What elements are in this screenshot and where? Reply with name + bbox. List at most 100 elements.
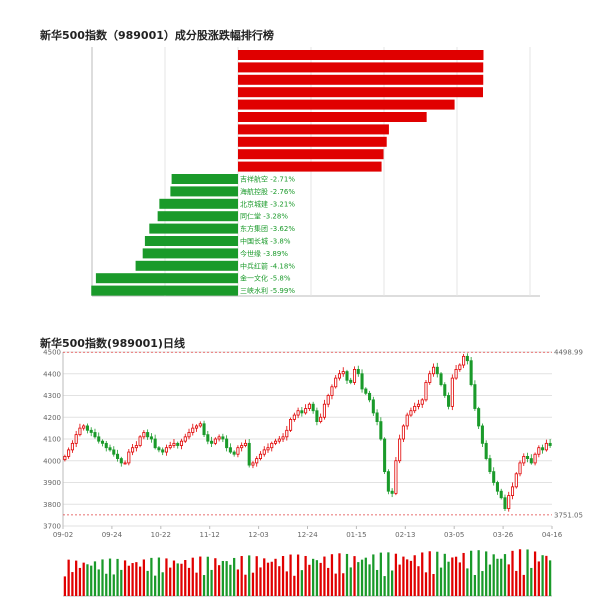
y-tick-label: 4100: [43, 436, 61, 444]
volume-bar: [270, 561, 273, 596]
candle-body: [488, 458, 492, 473]
candle-body: [176, 442, 180, 446]
volume-bar: [360, 559, 364, 596]
volume-bar: [436, 551, 439, 596]
candle-body: [319, 416, 323, 422]
candle-body: [138, 436, 142, 446]
y-tick-label: 4200: [43, 414, 61, 422]
volume-bar: [71, 572, 74, 596]
bar-label: 航天发展 5.86%: [327, 162, 380, 171]
volume-bar: [105, 573, 108, 596]
candle-body: [104, 442, 108, 449]
volume-bar: [447, 561, 450, 596]
candle-body: [206, 434, 210, 442]
candle-body: [401, 425, 405, 440]
volume-bar: [485, 551, 488, 596]
y-tick-label: 3900: [43, 479, 61, 487]
candle-body: [368, 392, 372, 401]
candle-body: [473, 384, 477, 409]
candle-body: [420, 399, 424, 405]
candle-body: [533, 453, 537, 464]
candle-body: [352, 368, 357, 383]
bar: [238, 112, 427, 122]
volume-bar: [548, 560, 552, 596]
volume-bar: [421, 552, 424, 596]
bar: [95, 273, 239, 284]
volume-bar: [150, 557, 153, 596]
volume-bar: [398, 564, 401, 596]
volume-bar: [135, 562, 138, 596]
volume-bar: [289, 554, 292, 596]
x-tick-label: 03-26: [493, 531, 514, 539]
bar-label: 沙钢股份 10%: [435, 88, 481, 97]
volume-bar: [63, 576, 67, 596]
bar-label: 鑫科材料 10.01%: [424, 75, 481, 84]
candle-body: [195, 425, 199, 429]
volume-bar: [477, 550, 480, 596]
candle-body: [243, 442, 247, 446]
volume-bar: [496, 558, 499, 596]
candle-body: [413, 405, 417, 412]
bar: [238, 62, 484, 73]
bar-label: 特变电工 7.7%: [377, 113, 425, 122]
volume-bar: [375, 569, 379, 596]
bar: [135, 260, 238, 271]
volume-bar: [210, 569, 213, 596]
candle-body: [435, 366, 439, 375]
candle-body: [240, 445, 244, 449]
candle-body: [289, 419, 293, 431]
volume-bar: [176, 563, 179, 596]
candle-body: [371, 399, 375, 414]
candle-body: [142, 432, 146, 438]
candle-body: [409, 410, 413, 416]
volume-bar: [312, 558, 315, 596]
y-tick-label: 4300: [43, 392, 61, 400]
bar: [91, 285, 239, 296]
volume-bar: [123, 560, 127, 596]
candle-body: [296, 410, 300, 416]
volume-bar: [469, 550, 473, 596]
volume-bar: [101, 559, 104, 596]
candle-body: [232, 451, 236, 455]
candle-body: [424, 382, 428, 401]
volume-bar: [266, 562, 270, 596]
volume-bar: [537, 561, 540, 596]
volume-bar: [146, 570, 149, 596]
candle-body: [157, 447, 161, 451]
candle-body: [202, 423, 206, 436]
candle-body: [304, 408, 308, 414]
volume-bar: [300, 570, 303, 596]
bar: [238, 149, 384, 160]
candle-body: [97, 436, 101, 442]
bar-label: 卓郎智能 6.07%: [332, 137, 385, 146]
volume-bar: [217, 565, 221, 596]
volume-bar: [394, 553, 398, 596]
volume-bar: [323, 556, 326, 596]
volume-bar: [165, 558, 168, 596]
volume-bar: [293, 575, 296, 596]
volume-bar: [424, 572, 428, 596]
candle-body: [394, 460, 398, 494]
candle-body: [270, 442, 274, 449]
volume-bar: [206, 556, 209, 596]
volume-bar: [251, 572, 255, 596]
y-tick-label: 4500: [43, 349, 61, 357]
volume-bar: [413, 555, 416, 596]
volume-bar: [383, 576, 386, 596]
candle-body: [277, 438, 281, 442]
volume-bar: [409, 560, 413, 596]
candle-body: [326, 395, 330, 405]
candle-body: [67, 449, 71, 457]
bar-label: 金一文化 -5.8%: [240, 274, 291, 283]
volume-bar: [349, 567, 352, 596]
candle-body: [529, 458, 533, 464]
volume-bar: [244, 574, 247, 596]
y-tick-label: 3700: [43, 523, 61, 531]
candle-body: [112, 449, 116, 455]
candle-body: [85, 425, 89, 431]
volume-bar: [255, 556, 258, 596]
candle-body: [431, 366, 436, 375]
bar-label: 三维通信 6.16%: [334, 125, 387, 134]
candle-body: [379, 421, 383, 440]
